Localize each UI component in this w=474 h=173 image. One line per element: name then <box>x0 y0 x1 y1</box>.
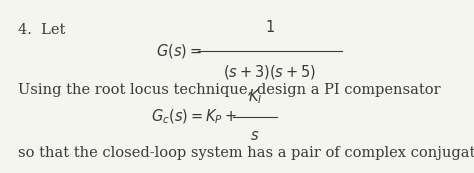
Text: $G_c(s) = K_P +$: $G_c(s) = K_P +$ <box>151 108 237 126</box>
Text: $(s+3)(s+5)$: $(s+3)(s+5)$ <box>223 63 317 81</box>
Text: 4.  Let: 4. Let <box>18 23 65 37</box>
Text: $G(s) =$: $G(s) =$ <box>156 42 202 60</box>
Text: Using the root locus technique, design a PI compensator: Using the root locus technique, design a… <box>18 83 441 97</box>
Text: $K_I$: $K_I$ <box>248 87 262 106</box>
Text: $1$: $1$ <box>265 19 275 35</box>
Text: $s$: $s$ <box>250 129 260 143</box>
Text: so that the closed-loop system has a pair of complex conjugate poles at −2 ± j2.: so that the closed-loop system has a pai… <box>18 146 474 160</box>
